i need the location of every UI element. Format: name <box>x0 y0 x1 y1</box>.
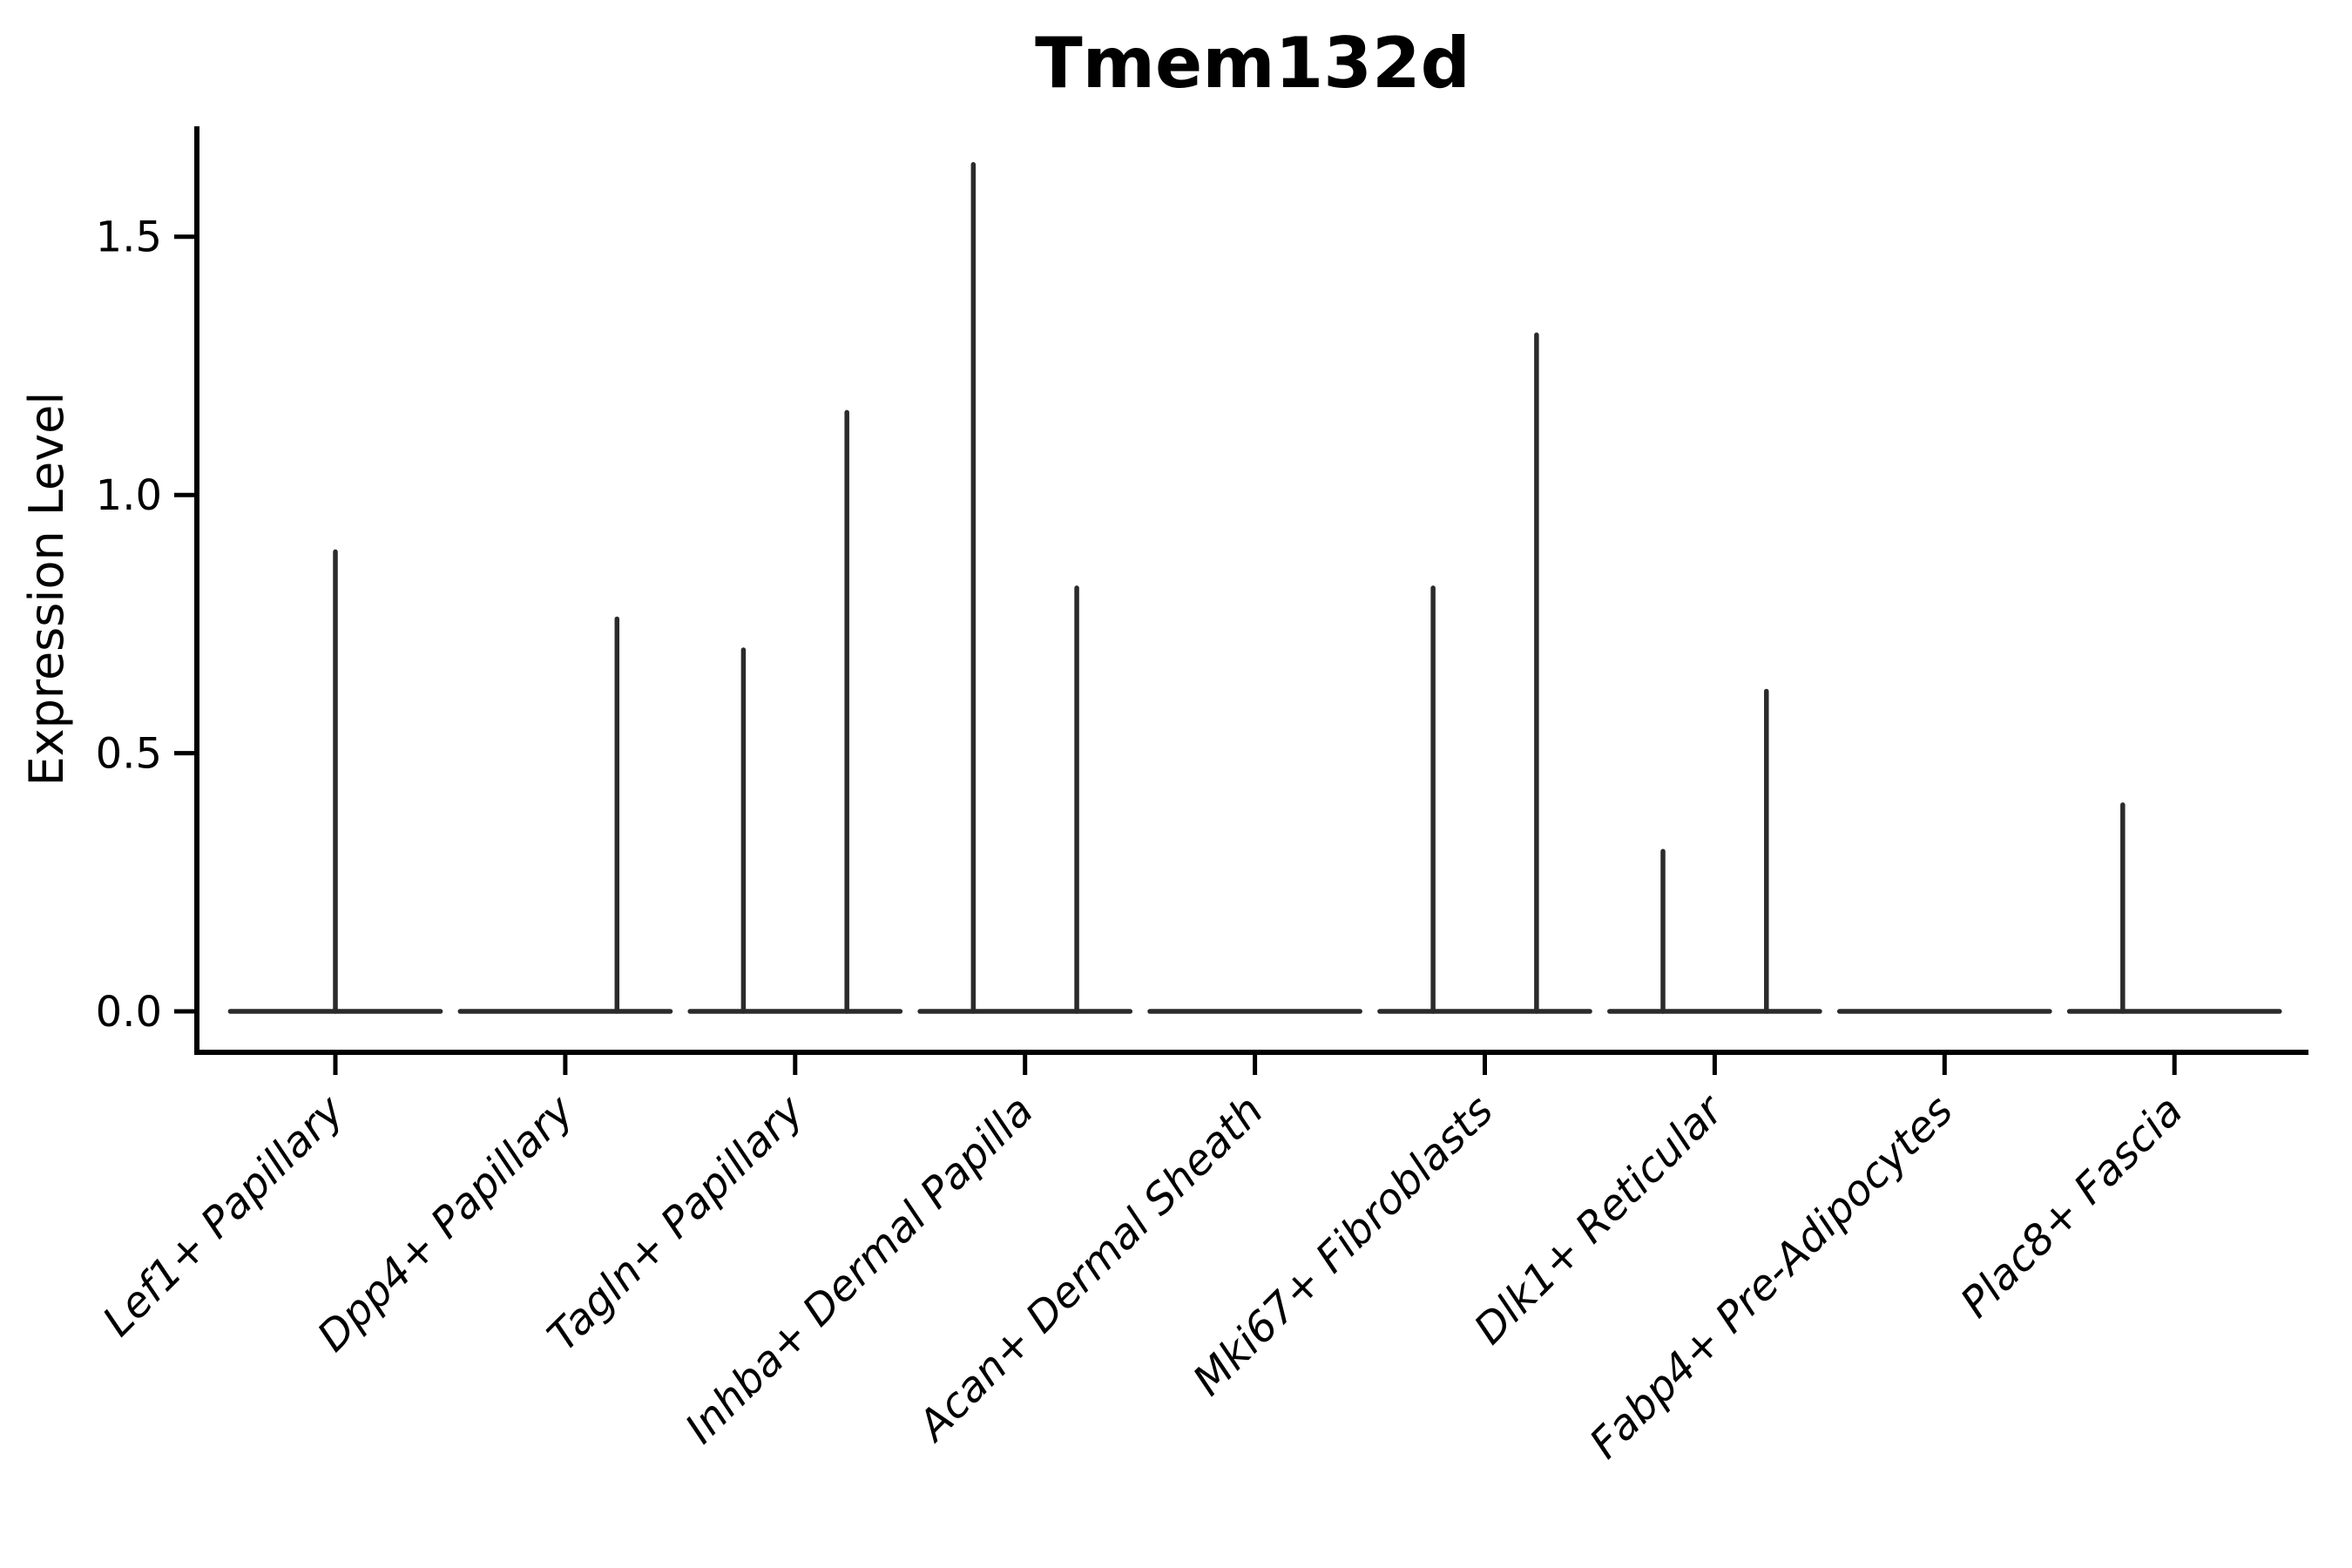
axes-spines <box>194 126 2308 1055</box>
y-tick-label: 0.0 <box>96 988 162 1037</box>
x-tick-label: Plac8+ Fascia <box>1951 1086 2193 1328</box>
violin-1 <box>227 549 443 1014</box>
x-tick-label: Tagln+ Papillary <box>538 1085 814 1361</box>
x-tick-label: Dpp4+ Papillary <box>308 1085 584 1361</box>
x-tick-label: Fabp4+ Pre-Adipocytes <box>1580 1086 1963 1469</box>
violin-6 <box>1377 332 1592 1014</box>
chart-title: Tmem132d <box>1035 23 1470 104</box>
violin-2 <box>457 616 673 1014</box>
x-tick-label: Lef1+ Papillary <box>93 1085 354 1346</box>
violin-3 <box>687 409 903 1014</box>
y-tick-label: 1.5 <box>96 213 162 262</box>
x-tick-label: Dlk1+ Reticular <box>1465 1085 1735 1355</box>
axis-spine <box>194 126 2308 1055</box>
violin-9 <box>2066 802 2282 1014</box>
violins <box>227 162 2282 1014</box>
y-tick-label: 1.0 <box>96 471 162 520</box>
y-tick-label: 0.5 <box>96 729 162 778</box>
y-axis-label: Expression Level <box>19 392 74 787</box>
y-axis-ticks: 0.0 0.5 1.0 1.5 <box>96 213 197 1037</box>
violin-4 <box>917 162 1133 1014</box>
violin-7 <box>1607 688 1822 1014</box>
